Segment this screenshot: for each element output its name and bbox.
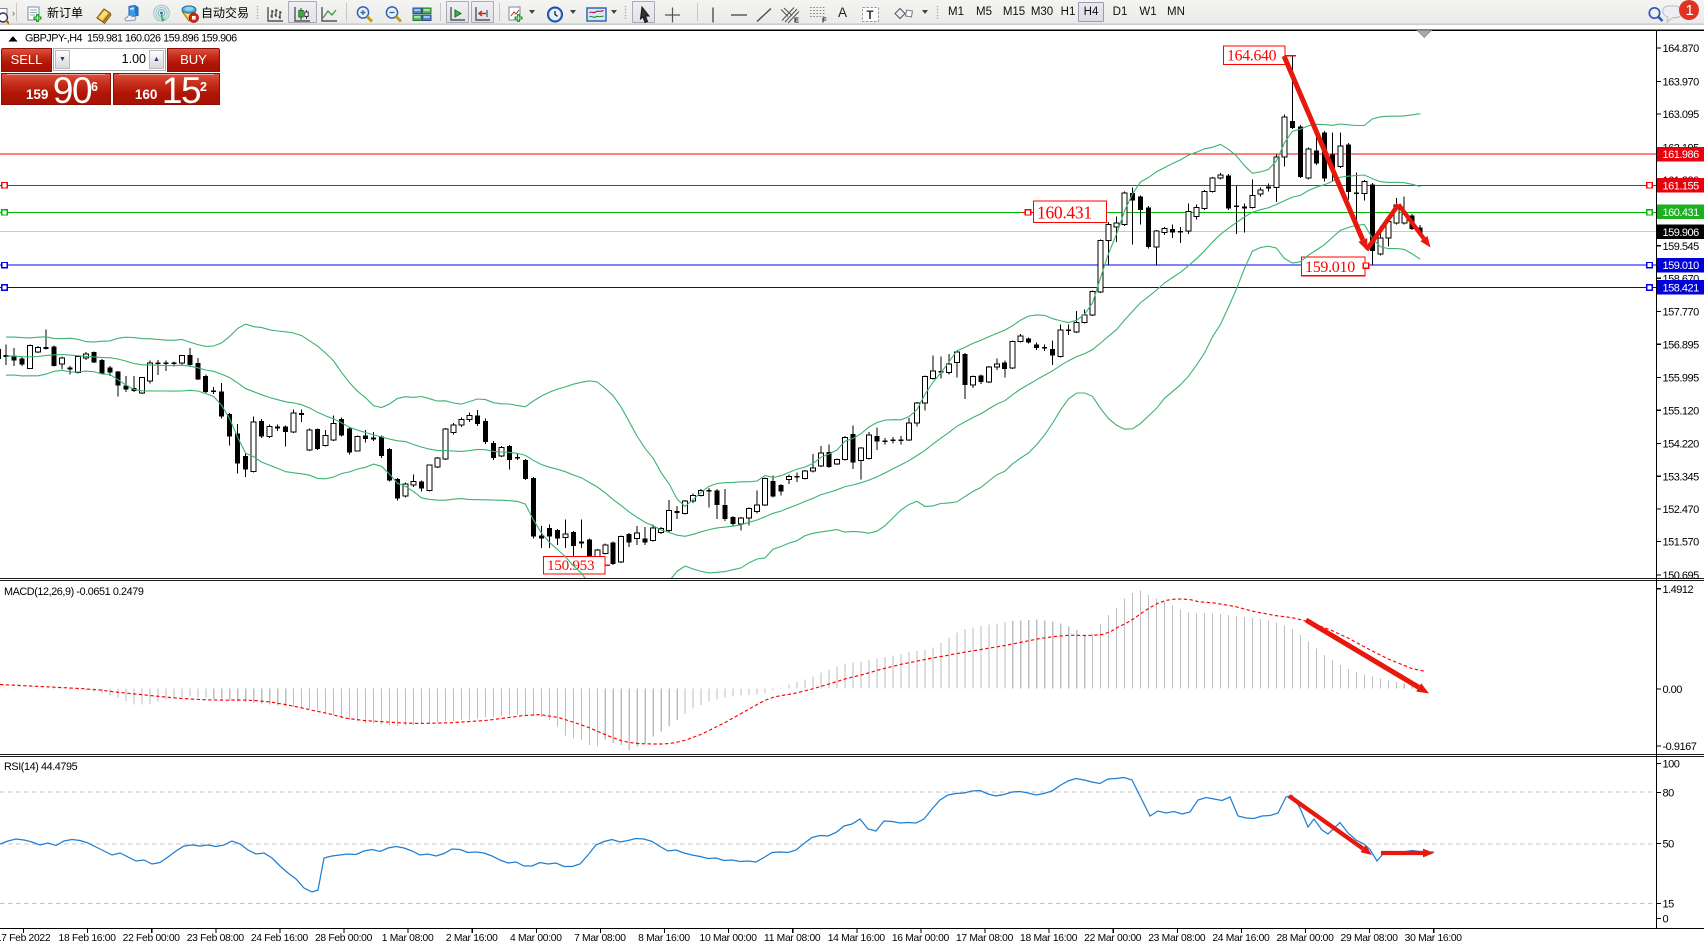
svg-text:F: F: [822, 16, 827, 25]
svg-text:14 Mar 16:00: 14 Mar 16:00: [828, 933, 886, 943]
svg-text:100: 100: [1663, 759, 1680, 771]
svg-text:0.00: 0.00: [1663, 684, 1683, 696]
svg-text:150.695: 150.695: [1663, 570, 1700, 582]
svg-text:161.986: 161.986: [1663, 149, 1700, 161]
svg-text:28 Mar 00:00: 28 Mar 00:00: [1276, 933, 1334, 943]
svg-text:150.953: 150.953: [547, 557, 594, 574]
svg-text:2 Mar 16:00: 2 Mar 16:00: [446, 933, 498, 943]
svg-text:164.640: 164.640: [1227, 48, 1277, 65]
svg-text:158.421: 158.421: [1663, 282, 1700, 294]
svg-text:28 Feb 00:00: 28 Feb 00:00: [315, 933, 373, 943]
svg-text:29 Mar 08:00: 29 Mar 08:00: [1341, 933, 1399, 943]
svg-text:159.010: 159.010: [1305, 259, 1355, 276]
svg-text:23 Feb 08:00: 23 Feb 08:00: [187, 933, 245, 943]
svg-text:163.970: 163.970: [1663, 77, 1700, 89]
svg-text:-0.9167: -0.9167: [1663, 741, 1697, 753]
svg-text:157.770: 157.770: [1663, 307, 1700, 319]
svg-text:RSI(14) 44.4795: RSI(14) 44.4795: [4, 761, 78, 773]
svg-text:159.906: 159.906: [1663, 227, 1700, 239]
svg-text:155.995: 155.995: [1663, 373, 1700, 385]
svg-text:7 Mar 08:00: 7 Mar 08:00: [574, 933, 626, 943]
svg-text:164.870: 164.870: [1663, 43, 1700, 55]
svg-text:24 Mar 16:00: 24 Mar 16:00: [1212, 933, 1270, 943]
svg-text:163.095: 163.095: [1663, 109, 1700, 121]
svg-text:152.470: 152.470: [1663, 504, 1700, 516]
svg-text:1: 1: [1686, 2, 1694, 19]
svg-text:80: 80: [1663, 788, 1675, 800]
svg-text:GBPJPY-,H4 159.981 160.026 15: GBPJPY-,H4 159.981 160.026 159.896 159.9…: [25, 33, 237, 45]
svg-text:1.4912: 1.4912: [1663, 584, 1694, 596]
svg-text:161.155: 161.155: [1663, 180, 1700, 192]
svg-text:E: E: [794, 16, 799, 25]
svg-text:10 Mar 00:00: 10 Mar 00:00: [700, 933, 758, 943]
svg-text:4 Mar 00:00: 4 Mar 00:00: [510, 933, 562, 943]
svg-text:155.120: 155.120: [1663, 405, 1700, 417]
svg-text:18 Feb 16:00: 18 Feb 16:00: [59, 933, 117, 943]
svg-text:151.570: 151.570: [1663, 537, 1700, 549]
svg-text:17 Mar 08:00: 17 Mar 08:00: [956, 933, 1014, 943]
svg-text:17 Feb 2022: 17 Feb 2022: [0, 933, 51, 943]
svg-text:8 Mar 16:00: 8 Mar 16:00: [638, 933, 690, 943]
svg-text:24 Feb 16:00: 24 Feb 16:00: [251, 933, 309, 943]
svg-text:30 Mar 16:00: 30 Mar 16:00: [1405, 933, 1463, 943]
svg-text:T: T: [867, 10, 874, 22]
svg-text:154.220: 154.220: [1663, 439, 1700, 451]
svg-text:15: 15: [1663, 899, 1675, 911]
svg-text:16 Mar 00:00: 16 Mar 00:00: [892, 933, 950, 943]
svg-text:22 Mar 00:00: 22 Mar 00:00: [1084, 933, 1142, 943]
svg-text:MACD(12,26,9) -0.0651 0.2479: MACD(12,26,9) -0.0651 0.2479: [4, 586, 144, 598]
svg-text:50: 50: [1663, 839, 1675, 851]
svg-text:1 Mar 08:00: 1 Mar 08:00: [382, 933, 434, 943]
svg-text:11 Mar 08:00: 11 Mar 08:00: [764, 933, 821, 943]
svg-text:18 Mar 16:00: 18 Mar 16:00: [1020, 933, 1078, 943]
svg-text:160.431: 160.431: [1663, 207, 1700, 219]
svg-text:159.010: 159.010: [1663, 260, 1700, 272]
svg-text:22 Feb 00:00: 22 Feb 00:00: [123, 933, 181, 943]
svg-text:153.345: 153.345: [1663, 471, 1700, 483]
svg-text:160.431: 160.431: [1037, 203, 1092, 223]
svg-text:0: 0: [1663, 914, 1669, 926]
svg-text:156.895: 156.895: [1663, 339, 1700, 351]
svg-text:23 Mar 08:00: 23 Mar 08:00: [1148, 933, 1206, 943]
svg-text:159.545: 159.545: [1663, 241, 1700, 253]
